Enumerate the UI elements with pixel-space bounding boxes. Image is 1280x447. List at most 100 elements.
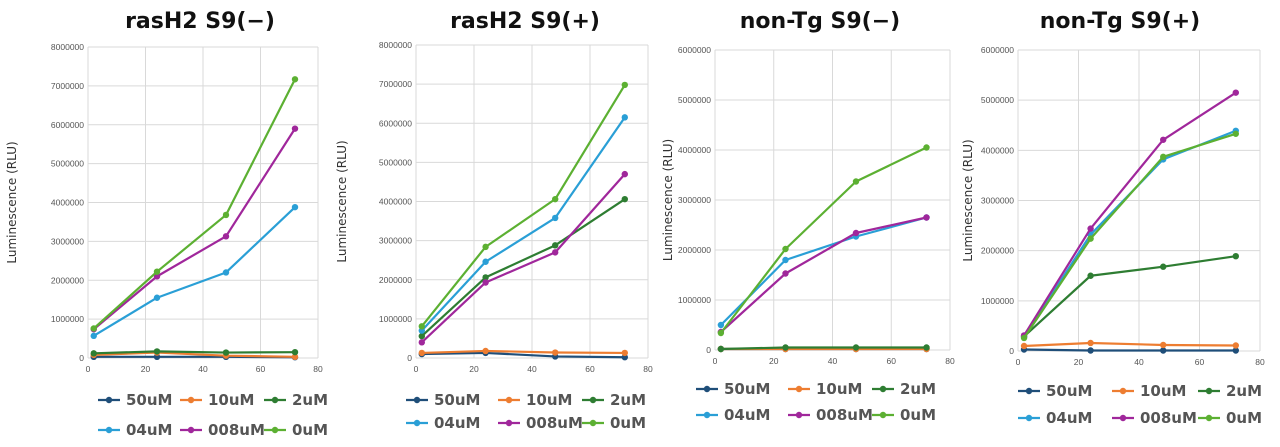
series-line-008uM <box>93 128 296 331</box>
data-point-008uM <box>782 270 789 277</box>
legend-label-50uM: 50uM <box>126 391 172 409</box>
y-tick-label: 0 <box>79 353 84 363</box>
legend-marker <box>187 426 195 434</box>
y-tick-label: 4000000 <box>678 145 711 155</box>
series-line-10uM <box>421 349 625 355</box>
x-tick-label: 40 <box>1134 357 1144 367</box>
y-tick-label: 8000000 <box>379 40 412 50</box>
legend-label-0uM: 0uM <box>900 406 936 424</box>
legend-marker <box>271 396 279 404</box>
series-line-50uM <box>421 351 625 359</box>
y-tick-label: 1000000 <box>51 314 84 324</box>
chart-nontg-s9-plus: non-Tg S9(+) 0 1000000 2000000 3000000 400000… <box>960 0 1280 447</box>
legend-marker <box>1119 414 1127 422</box>
y-tick-label: 0 <box>706 345 711 355</box>
series-line-04uM <box>93 206 296 337</box>
legend-label-04uM: 04uM <box>1046 409 1092 427</box>
legend-label-008uM: 008uM <box>816 406 873 424</box>
legend-marker <box>271 426 279 434</box>
series-line-2uM <box>421 198 626 337</box>
data-point-10uM <box>482 347 489 355</box>
series-line-0uM <box>720 146 927 334</box>
data-point-2uM <box>482 274 489 281</box>
chart-nontg-s9-minus: non-Tg S9(−) 0 1000000 2000000 3000000 400000… <box>660 0 960 447</box>
data-point-10uM <box>291 353 299 361</box>
x-tick-label: 40 <box>828 356 838 366</box>
data-point-2uM <box>90 350 97 357</box>
legend-label-008uM: 008uM <box>208 421 265 439</box>
data-point-008uM <box>418 339 425 346</box>
series-line-008uM <box>1023 91 1237 337</box>
x-tick-label: 20 <box>469 364 479 374</box>
y-tick-label: 6000000 <box>981 45 1014 55</box>
data-point-0uM <box>482 243 489 251</box>
data-point-04uM <box>717 321 725 329</box>
series-line-0uM <box>420 84 626 327</box>
x-tick-label: 20 <box>1074 357 1084 367</box>
y-tick-label: 6000000 <box>379 118 412 128</box>
data-point-50uM <box>1232 347 1239 354</box>
legend-label-04uM: 04uM <box>434 414 480 432</box>
data-point-008uM <box>222 233 230 240</box>
x-tick-label: 80 <box>643 364 653 374</box>
series-line-10uM <box>1024 341 1236 348</box>
chart-title: rasH2 S9(+) <box>450 9 600 34</box>
legend-marker <box>505 396 513 404</box>
data-point-2uM <box>552 242 559 249</box>
data-point-0uM <box>90 325 97 332</box>
x-tick-label: 0 <box>713 356 718 366</box>
x-tick-label: 80 <box>313 364 323 374</box>
legend-marker <box>505 419 513 427</box>
y-tick-label: 2000000 <box>379 275 412 285</box>
legend-marker <box>1025 414 1033 422</box>
x-tick-label: 0 <box>414 364 419 374</box>
data-point-2uM <box>1160 263 1167 270</box>
legend-label-10uM: 10uM <box>208 391 254 409</box>
x-tick-label: 0 <box>1016 357 1021 367</box>
data-point-04uM <box>291 203 299 211</box>
data-point-0uM <box>717 329 725 337</box>
legend-label-50uM: 50uM <box>434 391 480 409</box>
data-point-008uM <box>1232 89 1239 96</box>
series-line-2uM <box>1023 255 1236 338</box>
data-point-10uM <box>1020 342 1028 350</box>
data-point-04uM <box>222 269 230 276</box>
data-point-04uM <box>153 294 161 301</box>
legend-marker <box>1205 387 1213 395</box>
data-point-2uM <box>418 332 425 340</box>
x-tick-label: 80 <box>1255 357 1265 367</box>
data-point-008uM <box>1087 225 1094 232</box>
chart-rash2-s9-plus: rasH2 S9(+) 0 1000000 2000000 3000000 4000000… <box>330 0 660 447</box>
y-tick-label: 3000000 <box>981 196 1014 206</box>
y-tick-label: 0 <box>407 353 412 363</box>
legend-label-008uM: 008uM <box>526 414 583 432</box>
legend-label-50uM: 50uM <box>724 380 770 398</box>
data-point-0uM <box>1160 153 1167 161</box>
data-point-10uM <box>418 349 425 357</box>
y-tick-label: 7000000 <box>379 79 412 89</box>
x-tick-label: 60 <box>256 364 266 374</box>
y-tick-label: 8000000 <box>51 42 84 52</box>
y-axis-label: Luminescence (RLU) <box>961 139 975 261</box>
data-point-008uM <box>291 125 299 132</box>
data-point-2uM <box>923 344 930 351</box>
data-point-0uM <box>418 323 425 330</box>
data-point-10uM <box>1160 341 1167 349</box>
legend-marker <box>589 396 597 404</box>
legend-label-2uM: 2uM <box>610 391 646 409</box>
y-tick-label: 4000000 <box>981 145 1014 155</box>
y-tick-label: 6000000 <box>51 120 84 130</box>
legend-marker <box>413 419 421 427</box>
series-line-008uM <box>421 173 626 344</box>
x-tick-label: 80 <box>945 356 955 366</box>
x-tick-label: 60 <box>887 356 897 366</box>
legend-label-2uM: 2uM <box>292 391 328 409</box>
legend-label-04uM: 04uM <box>126 421 172 439</box>
data-point-0uM <box>1087 235 1094 242</box>
legend-marker <box>187 396 195 404</box>
data-point-04uM <box>782 256 789 264</box>
chart-title: non-Tg S9(+) <box>1040 9 1200 34</box>
legend-marker <box>703 411 711 419</box>
legend-marker <box>795 385 803 393</box>
y-tick-label: 5000000 <box>678 95 711 105</box>
